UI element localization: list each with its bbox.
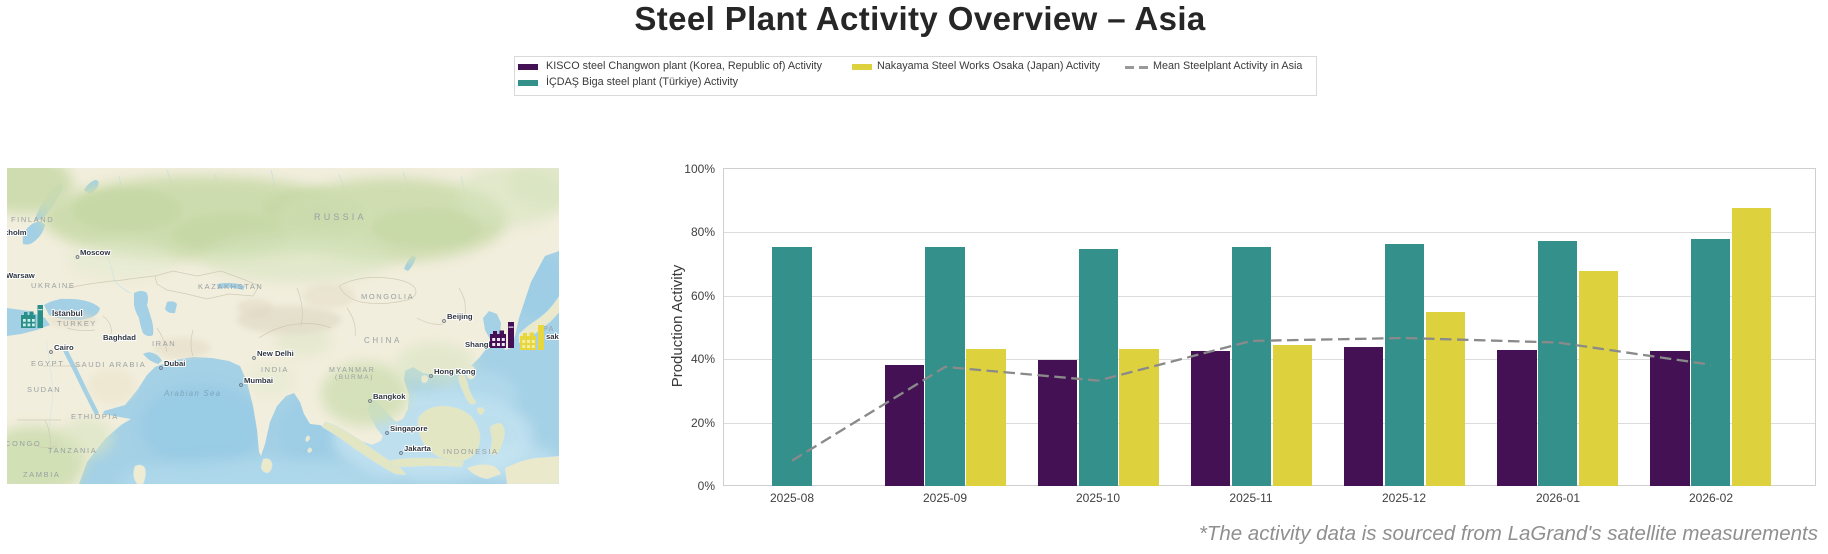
svg-text:Baghdad: Baghdad <box>103 333 136 342</box>
svg-text:Bangkok: Bangkok <box>373 392 406 401</box>
svg-text:Hong Kong: Hong Kong <box>434 367 476 376</box>
svg-text:INDONESIA: INDONESIA <box>443 447 499 456</box>
svg-text:Cairo: Cairo <box>54 343 74 352</box>
svg-text:ZAMBIA: ZAMBIA <box>23 470 61 479</box>
svg-text:CHINA: CHINA <box>364 336 402 345</box>
svg-text:Beijing: Beijing <box>447 312 473 321</box>
svg-text:MYANMAR: MYANMAR <box>329 367 375 374</box>
svg-text:CONGO: CONGO <box>7 439 41 448</box>
svg-text:KAZAKHSTAN: KAZAKHSTAN <box>198 282 263 291</box>
svg-text:MONGOLIA: MONGOLIA <box>361 292 414 301</box>
svg-text:Dubai: Dubai <box>164 359 185 368</box>
svg-text:(BURMA): (BURMA) <box>335 374 374 381</box>
svg-text:Shanghai: Shanghai <box>465 340 500 349</box>
svg-text:Arabian Sea: Arabian Sea <box>163 389 221 398</box>
svg-text:INDIA: INDIA <box>261 365 289 374</box>
svg-text:PA: PA <box>543 326 555 333</box>
svg-text:EGYPT: EGYPT <box>31 359 64 368</box>
svg-text:IRAN: IRAN <box>152 339 176 348</box>
svg-text:Singapore: Singapore <box>390 424 428 433</box>
svg-text:RUSSIA: RUSSIA <box>314 212 367 222</box>
svg-text:SAUDI ARABIA: SAUDI ARABIA <box>75 360 146 369</box>
svg-text:Istanbul: Istanbul <box>52 309 83 318</box>
svg-text:ETHIOPIA: ETHIOPIA <box>71 412 119 421</box>
svg-text:SUDAN: SUDAN <box>27 385 61 394</box>
svg-text:TURKEY: TURKEY <box>57 319 97 328</box>
svg-text:TANZANIA: TANZANIA <box>48 446 97 455</box>
svg-text:kholm: kholm <box>7 228 27 237</box>
svg-text:Mumbai: Mumbai <box>244 376 273 385</box>
svg-text:UKRAINE: UKRAINE <box>31 281 76 290</box>
svg-text:Moscow: Moscow <box>80 248 110 257</box>
svg-text:FINLAND: FINLAND <box>11 215 54 224</box>
svg-text:Warsaw: Warsaw <box>7 271 35 280</box>
svg-text:saka: saka <box>546 332 559 341</box>
svg-text:New Delhi: New Delhi <box>257 349 294 358</box>
svg-text:Jakarta: Jakarta <box>404 444 432 453</box>
